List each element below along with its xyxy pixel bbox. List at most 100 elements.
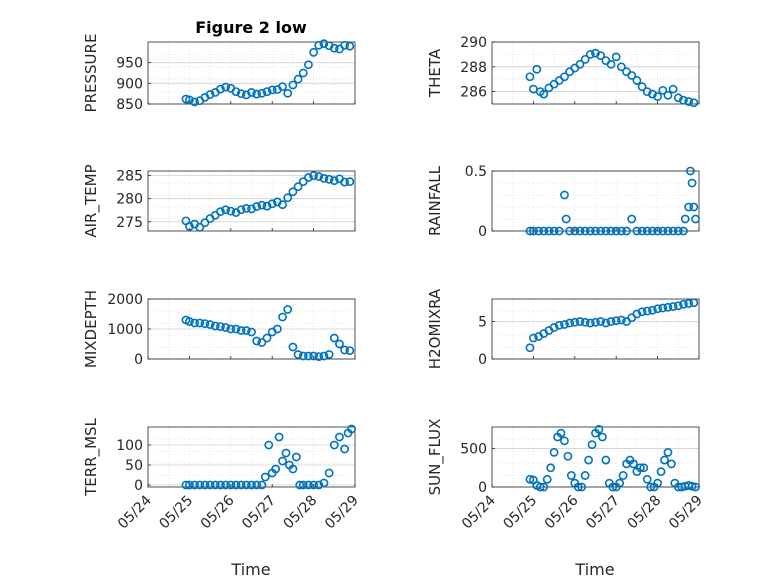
data-point: [525, 72, 535, 82]
data-point: [247, 480, 256, 490]
data-point: [658, 303, 668, 313]
axes-box: [491, 41, 700, 105]
data-point: [554, 320, 564, 330]
data-point: [329, 176, 339, 186]
data-point: [221, 480, 231, 490]
data-point: [648, 305, 657, 315]
data-point: [288, 80, 298, 90]
data-point: [262, 87, 272, 96]
data-point: [298, 68, 308, 78]
data-point: [663, 302, 673, 312]
data-point: [653, 226, 662, 236]
y-axis-label: RAINFALL: [426, 165, 444, 236]
data-point: [580, 226, 590, 236]
data-point: [560, 320, 569, 329]
data-point: [288, 464, 298, 474]
data-point: [184, 317, 194, 326]
data-point: [648, 226, 657, 236]
data-point: [288, 342, 298, 352]
data-point: [340, 345, 350, 355]
data-point: [658, 85, 668, 95]
data-point: [283, 88, 293, 98]
data-point: [231, 324, 241, 334]
data-point: [689, 98, 699, 108]
data-point: [247, 327, 256, 337]
data-point: [221, 323, 231, 332]
y-tick-label: 850: [116, 97, 143, 113]
data-point: [190, 480, 199, 490]
data-point: [539, 89, 549, 99]
x-tick-label: 05/24: [115, 492, 155, 532]
data-point: [252, 202, 262, 211]
data-point: [295, 480, 305, 490]
data-point: [580, 317, 590, 327]
y-axis-label: MIXDEPTH: [82, 290, 100, 368]
data-point: [584, 455, 593, 465]
data-point: [293, 74, 303, 84]
data-point: [190, 318, 199, 328]
axes-box: [147, 41, 356, 105]
data-point: [663, 90, 673, 100]
x-axis-label-right: Time: [574, 560, 614, 579]
x-tick-label: 05/28: [281, 493, 321, 533]
data-point: [642, 306, 652, 316]
data-point: [653, 304, 662, 314]
data-point: [221, 82, 231, 92]
y-tick-label: 2000: [107, 292, 143, 308]
data-point: [262, 333, 272, 343]
data-point: [293, 182, 303, 192]
data-point: [247, 204, 256, 214]
data-point: [585, 226, 595, 236]
data-point: [260, 472, 270, 482]
data-point: [529, 226, 538, 236]
data-point: [236, 89, 246, 99]
data-point: [615, 478, 625, 488]
data-point: [566, 471, 576, 480]
data-point: [314, 40, 324, 50]
data-point: [267, 85, 277, 95]
data-point: [252, 480, 262, 490]
panel-theta: 286 288 290 THETA: [426, 35, 700, 108]
data-point: [226, 480, 236, 490]
data-point: [236, 326, 246, 335]
data-point: [561, 214, 571, 224]
data-point: [241, 480, 251, 490]
data-point: [252, 89, 262, 99]
data-point: [627, 214, 637, 224]
data-point: [565, 226, 575, 236]
data-point: [190, 97, 199, 107]
data-point: [570, 226, 580, 236]
data-point: [646, 482, 656, 492]
y-tick-label: 100: [116, 438, 143, 454]
data-point: [598, 432, 607, 442]
data-point: [539, 482, 549, 492]
data-point: [596, 51, 606, 61]
data-point: [241, 203, 251, 213]
x-tick-label: 05/29: [322, 493, 362, 533]
data-point: [606, 317, 616, 326]
data-point: [611, 52, 621, 62]
y-tick-label: 0.5: [465, 164, 487, 180]
data-point: [304, 173, 313, 182]
data-point: [195, 480, 205, 490]
y-tick-label: 1000: [107, 322, 143, 338]
data-point: [577, 482, 587, 492]
y-tick-label: 0: [478, 480, 487, 496]
x-tick-label: 05/25: [156, 493, 196, 533]
data-point: [637, 82, 647, 92]
data-point: [637, 307, 647, 317]
data-point: [200, 319, 210, 328]
data-point: [642, 474, 652, 484]
data-point: [573, 482, 583, 492]
data-point: [314, 480, 324, 490]
data-point: [181, 94, 191, 104]
data-point: [560, 72, 569, 82]
panel-mixdepth: 0 1000 2000 MIXDEPTH: [82, 290, 356, 368]
data-point: [241, 326, 251, 335]
data-point: [594, 424, 604, 434]
data-point: [231, 480, 241, 490]
data-point: [680, 214, 690, 224]
x-tick-label: 05/27: [583, 493, 623, 533]
axes-box: [491, 298, 700, 360]
data-point: [549, 226, 559, 236]
